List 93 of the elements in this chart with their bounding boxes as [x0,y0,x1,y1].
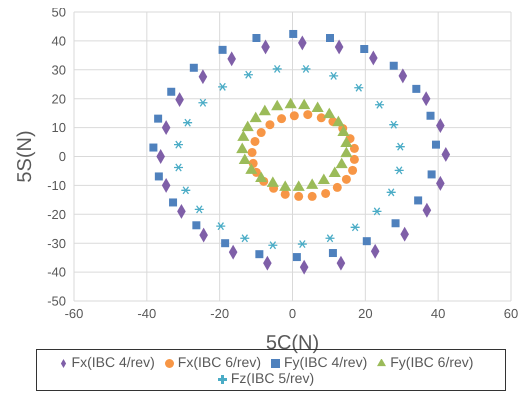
point [360,44,368,53]
point [374,100,385,110]
x-tick-label: 60 [504,306,518,322]
y-tick-label: 30 [52,62,66,78]
y-tick-label: 0 [58,149,66,164]
point [236,142,248,154]
y-tick-label: 10 [52,120,66,136]
x-axis-title: 5C(N) [266,332,320,354]
point [321,188,330,198]
point [290,111,299,120]
y-tick-label: -40 [47,264,66,280]
point [426,112,435,120]
point [238,154,251,164]
x-tick-label: 20 [358,306,373,322]
point [217,82,228,92]
point [250,136,260,146]
point [332,182,342,192]
point [303,110,312,120]
point [173,163,184,172]
point [388,120,399,129]
point [428,170,436,178]
point [289,30,298,38]
point [268,240,278,250]
point [350,144,359,153]
point [324,234,336,243]
point [154,172,163,180]
x-tick-label: -60 [64,306,84,322]
point [386,188,396,197]
x-tick-label: 0 [288,306,296,322]
y-tick-label: -10 [47,178,66,194]
point [354,83,364,92]
x-tick-label: -40 [137,306,156,322]
y-tick-label: -30 [47,236,66,251]
point [300,64,312,74]
point [328,72,339,80]
y-tick-label: -20 [47,206,66,222]
point [280,190,290,199]
point [216,222,226,230]
y-tick-label: 20 [52,91,66,106]
point [294,192,304,201]
point [350,154,359,164]
point [194,205,204,214]
point [265,120,274,130]
point [182,118,193,127]
point [167,88,176,96]
point [394,166,404,175]
point [198,98,208,107]
legend-label: Fx(IBC 4/rev) [72,354,155,370]
legend-label: Fy(IBC 4/rev) [284,354,368,370]
point [190,64,198,72]
x-tick-label: 40 [430,306,446,322]
point [328,249,337,258]
point [218,46,227,54]
point [328,166,341,178]
point [292,253,301,262]
point [169,198,178,206]
point [326,34,334,42]
point [154,114,162,123]
point [414,196,422,204]
point [149,144,158,152]
point [192,221,200,230]
point [350,223,360,232]
y-tick-label: 40 [52,34,66,49]
point [256,128,266,138]
x-tick-label: -20 [210,306,230,322]
point [240,234,250,243]
point [392,219,400,228]
legend-label: Fx(IBC 6/rev) [178,354,261,370]
point [180,186,191,195]
point [277,114,286,124]
y-axis-title: 5S(N) [14,130,36,183]
legend-label: Fy(IBC 6/rev) [390,354,474,370]
point [372,207,382,216]
point [395,142,406,151]
point [412,84,420,93]
point [243,70,254,79]
point [362,237,371,246]
point [272,64,282,74]
y-tick-label: -50 [47,294,66,309]
point [173,140,184,149]
point [390,62,398,70]
point [316,113,326,122]
point [308,192,317,201]
point [432,140,440,149]
point [297,240,308,248]
point [348,166,358,175]
point [312,102,324,112]
point [342,174,351,184]
point [252,34,260,42]
point [248,148,257,157]
point [221,239,230,248]
legend-label: Fz(IBC 5/rev) [230,370,314,386]
point [255,250,264,258]
